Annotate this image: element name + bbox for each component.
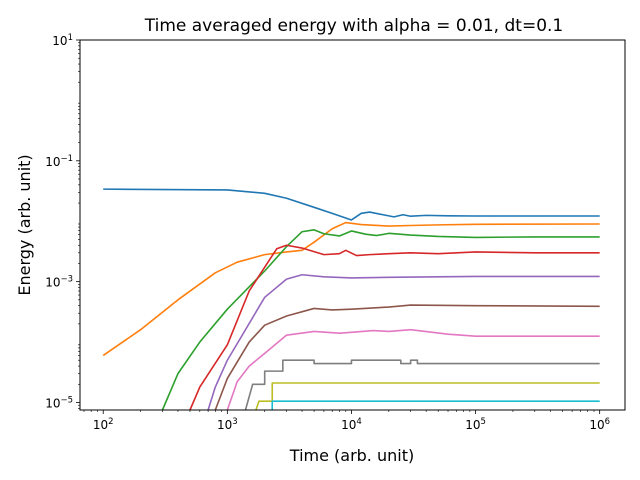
series-line-1: [103, 188, 600, 221]
series-line-7: [226, 328, 600, 411]
x-tick-label: 102: [93, 417, 114, 432]
x-axis-label: Time (arb. unit): [289, 446, 414, 465]
series-line-6: [214, 304, 600, 411]
y-tick-label: 10−1: [45, 154, 73, 169]
y-tick-label: 10−5: [45, 395, 73, 410]
series-line-10: [271, 400, 600, 410]
x-tick-label: 105: [465, 417, 486, 432]
y-axis-label: Energy (arb. unit): [15, 154, 34, 295]
x-tick-label: 103: [217, 417, 238, 432]
x-tick-label: 104: [341, 417, 362, 432]
plot-frame: [79, 39, 626, 411]
x-axis-ticks: 102 103 104 105 106: [83, 410, 610, 432]
chart-title: Time averaged energy with alpha = 0.01, …: [144, 16, 563, 36]
x-tick-label: 106: [589, 417, 610, 432]
series-line-2: [102, 221, 600, 357]
series-line-8: [244, 359, 600, 411]
series-line-4: [189, 244, 600, 411]
series-line-9: [255, 382, 600, 411]
series-line-3: [161, 229, 600, 411]
y-tick-label: 10−3: [45, 275, 73, 290]
y-axis-ticks: 10−5 10−3 10−1 101: [45, 33, 80, 410]
y-tick-label: 101: [52, 33, 73, 48]
series-line-5: [207, 273, 600, 411]
series-layer: [102, 188, 600, 411]
